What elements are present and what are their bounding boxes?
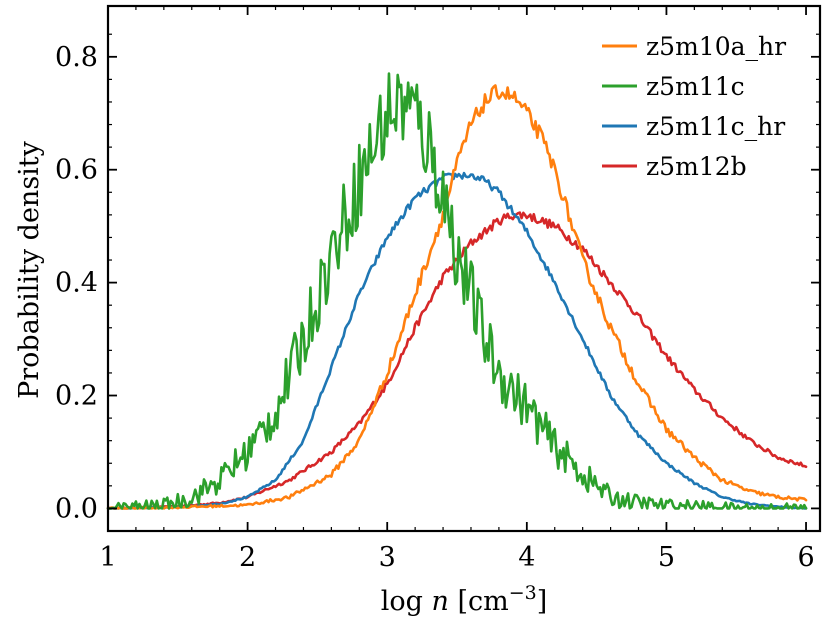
series-line-z5m11c bbox=[106, 72, 808, 510]
y-tick-label: 0.8 bbox=[55, 42, 98, 73]
y-tick-label: 0.0 bbox=[55, 493, 98, 524]
x-tick-label: 6 bbox=[797, 542, 814, 573]
x-tick-label: 2 bbox=[239, 542, 256, 573]
x-axis-label: log n [cm−3] bbox=[381, 582, 548, 617]
y-tick-label: 0.6 bbox=[55, 155, 98, 186]
y-axis-label: Probability density bbox=[14, 140, 45, 399]
x-tick-label: 5 bbox=[658, 542, 675, 573]
series-layer bbox=[106, 72, 808, 510]
x-tick-label: 4 bbox=[518, 542, 535, 573]
legend: z5m10a_hr z5m11c z5m11c_hr z5m12b bbox=[602, 32, 786, 181]
series-line-z5m10a-hr bbox=[106, 84, 808, 510]
axes-frame bbox=[106, 4, 822, 533]
x-tick-label: 1 bbox=[99, 542, 116, 573]
x-tick-label: 3 bbox=[379, 542, 396, 573]
y-tick-label: 0.2 bbox=[55, 381, 98, 412]
legend-label-z5m12b: z5m12b bbox=[646, 152, 747, 181]
legend-label-z5m11c-hr: z5m11c_hr bbox=[646, 112, 785, 141]
y-tick-label: 0.4 bbox=[55, 268, 98, 299]
legend-label-z5m11c: z5m11c bbox=[646, 72, 745, 101]
legend-label-z5m10a-hr: z5m10a_hr bbox=[646, 32, 786, 61]
series-line-z5m11c-hr bbox=[106, 171, 808, 510]
ticks-layer: 1 2 3 4 5 6 0.0 0.2 0.4 0.6 0.8 bbox=[55, 6, 820, 573]
